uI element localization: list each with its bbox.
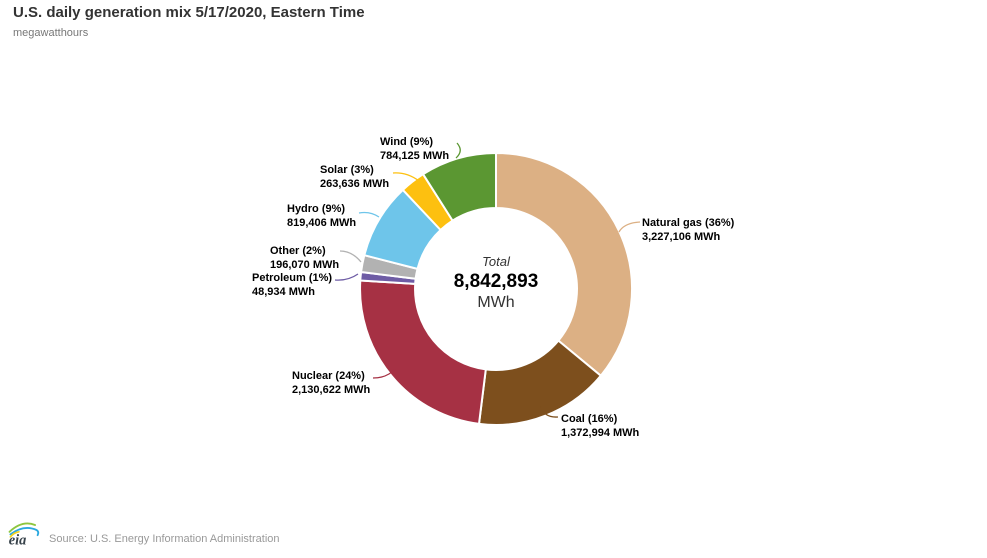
slice-label-natural-gas: Natural gas (36%) 3,227,106 MWh bbox=[642, 217, 735, 243]
label-connector-wind bbox=[455, 142, 461, 159]
footer: eia Source: U.S. Energy Information Admi… bbox=[7, 519, 280, 548]
donut-center-label: Total 8,842,893 MWh bbox=[396, 254, 596, 312]
label-connector-hydro bbox=[358, 211, 380, 218]
slice-natural-gas[interactable] bbox=[495, 151, 634, 378]
source-attribution: Source: U.S. Energy Information Administ… bbox=[49, 532, 280, 545]
slice-label-solar: Solar (3%) 263,636 MWh bbox=[320, 164, 390, 190]
slice-label-other: Other (2%) 196,070 MWh bbox=[270, 245, 340, 271]
slice-wind[interactable] bbox=[421, 151, 497, 222]
center-total-caption: Total bbox=[482, 254, 510, 269]
slice-label-wind: Wind (9%) 784,125 MWh bbox=[380, 136, 450, 162]
label-connector-nuclear bbox=[372, 368, 396, 379]
slice-nuclear[interactable] bbox=[359, 279, 487, 426]
chart-subtitle-units: megawatthours bbox=[13, 27, 89, 39]
slice-label-petroleum: Petroleum (1%) 48,934 MWh bbox=[252, 272, 333, 298]
slice-label-hydro: Hydro (9%) 819,406 MWh bbox=[287, 203, 357, 229]
label-connector-solar bbox=[392, 172, 420, 182]
page-title: U.S. daily generation mix 5/17/2020, Eas… bbox=[13, 4, 365, 21]
slice-label-nuclear: Nuclear (24%) 2,130,622 MWh bbox=[292, 370, 371, 396]
label-connector-other bbox=[339, 250, 362, 263]
label-connector-natural-gas bbox=[618, 221, 641, 233]
label-connector-coal bbox=[540, 405, 559, 418]
label-connector-petroleum bbox=[334, 273, 359, 281]
svg-text:eia: eia bbox=[9, 533, 27, 548]
center-total-value: 8,842,893 bbox=[453, 271, 539, 292]
eia-logo: eia bbox=[8, 522, 40, 548]
slice-label-coal: Coal (16%) 1,372,994 MWh bbox=[561, 413, 640, 439]
center-total-unit: MWh bbox=[477, 294, 515, 311]
